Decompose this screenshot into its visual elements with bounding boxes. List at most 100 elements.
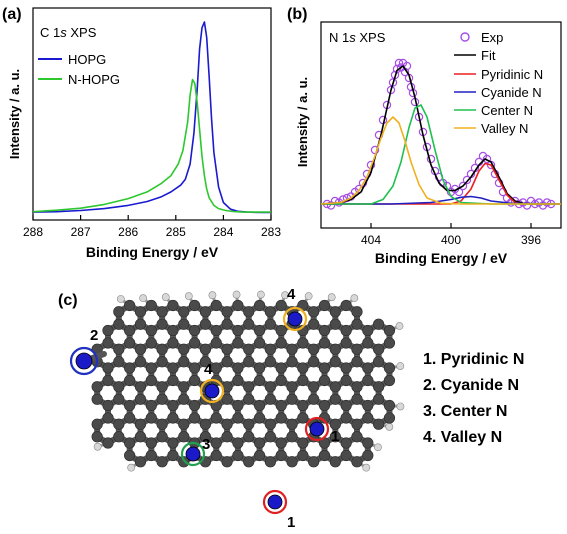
panel-b: (b) 404 400 396 N 1s XPS Exp Fit Pyridinic… xyxy=(287,6,562,266)
carbon-atom xyxy=(264,418,276,430)
carbon-atom xyxy=(297,374,309,387)
site-1-bottom-number: 1 xyxy=(287,514,295,531)
carbon-atom xyxy=(383,412,396,424)
carbon-atom xyxy=(275,437,287,449)
molecule-carbons xyxy=(91,299,396,468)
carbon-atom xyxy=(362,324,374,337)
panel-b-x-tick-label: 404 xyxy=(361,233,381,247)
carbon-atom xyxy=(373,356,385,368)
hydrogen-atom xyxy=(127,463,136,472)
carbon-atom xyxy=(178,356,190,368)
carbon-atom xyxy=(178,318,190,330)
carbon-atom xyxy=(134,393,147,405)
carbon-atom xyxy=(264,456,276,468)
carbon-atom xyxy=(286,456,298,468)
carbon-atom xyxy=(221,393,233,405)
carbon-atom xyxy=(264,431,276,443)
carbon-atom xyxy=(124,412,136,424)
carbon-atom xyxy=(102,337,114,349)
carbon-atom xyxy=(113,381,125,393)
panel-a-xlabel: Binding Energy / eV xyxy=(86,244,219,260)
molecule-legend-2: 2. Cyanide N xyxy=(423,377,519,394)
carbon-atom xyxy=(318,324,331,337)
carbon-atom xyxy=(221,318,233,330)
carbon-atom xyxy=(373,343,385,355)
carbon-atom xyxy=(243,381,255,393)
panel-b-series-exp-point xyxy=(542,198,552,207)
carbon-atom xyxy=(156,456,168,468)
carbon-atom xyxy=(286,343,298,355)
carbon-atom xyxy=(156,356,168,368)
panel-a: (a) 288 287 286 285 284 283 C 1s XPS HOPG N-H… xyxy=(2,6,281,260)
carbon-atom xyxy=(91,381,103,393)
carbon-atom xyxy=(232,437,244,449)
legend-center-label: Center N xyxy=(481,103,533,118)
site-4-top-number: 4 xyxy=(287,286,296,303)
hydrogen-atom xyxy=(232,290,241,299)
carbon-atom xyxy=(275,324,287,337)
carbon-atom xyxy=(145,324,157,337)
carbon-atom xyxy=(232,399,244,412)
carbon-atom xyxy=(210,412,222,424)
carbon-atom xyxy=(318,362,331,374)
carbon-atom xyxy=(189,337,201,349)
carbon-atom xyxy=(297,449,309,462)
carbon-atom xyxy=(145,374,157,387)
legend-valley-label: Valley N xyxy=(481,121,528,136)
legend-exp-marker xyxy=(460,32,470,42)
carbon-atom xyxy=(340,437,352,449)
panel-a-series-n-hopg-line xyxy=(32,78,271,213)
carbon-atom xyxy=(91,393,103,405)
legend-fit-label: Fit xyxy=(481,48,496,63)
panel-a-series xyxy=(32,21,271,214)
carbon-atom xyxy=(340,324,352,337)
legend-nhopg-label: N-HOPG xyxy=(68,72,120,87)
carbon-atom xyxy=(134,431,147,443)
panel-a-label: (a) xyxy=(2,6,22,23)
carbon-atom xyxy=(124,399,136,412)
carbon-atom xyxy=(243,356,255,368)
carbon-atom xyxy=(362,337,374,349)
carbon-atom xyxy=(297,412,309,424)
carbon-atom xyxy=(286,393,298,405)
hydrogen-atom xyxy=(139,294,148,303)
carbon-atom xyxy=(383,337,396,349)
panel-a-title: C 1s XPS xyxy=(40,25,97,40)
carbon-atom xyxy=(134,343,147,355)
carbon-atom xyxy=(134,418,147,430)
carbon-atom xyxy=(253,412,266,424)
carbon-atom xyxy=(145,437,157,449)
carbon-atom xyxy=(113,306,125,318)
carbon-atom xyxy=(221,306,233,318)
carbon-atom xyxy=(113,343,125,355)
panel-b-x-ticks: 404 400 396 xyxy=(361,223,541,247)
carbon-atom xyxy=(383,362,396,374)
site-4-top-ring xyxy=(282,306,308,332)
carbon-atom xyxy=(124,362,136,374)
carbon-atom xyxy=(318,337,331,349)
carbon-atom xyxy=(253,362,266,374)
carbon-atom xyxy=(373,418,385,430)
carbon-atom xyxy=(351,381,363,393)
panel-a-legend: HOPG N-HOPG xyxy=(38,52,120,87)
carbon-atom xyxy=(308,381,320,393)
carbon-atom xyxy=(124,374,136,387)
panel-a-x-tick-label: 285 xyxy=(166,225,186,239)
carbon-atom xyxy=(373,381,385,393)
carbon-atom xyxy=(275,412,287,424)
panel-b-series-valley-n-line xyxy=(320,116,561,205)
carbon-atom xyxy=(134,381,147,393)
carbon-atom xyxy=(167,399,179,412)
hydrogen-atom xyxy=(281,291,289,300)
carbon-atom xyxy=(113,318,125,330)
carbon-atom xyxy=(362,399,374,412)
site-1-right-number: 1 xyxy=(331,428,339,445)
carbon-atom xyxy=(308,343,320,355)
carbon-atom xyxy=(329,318,341,330)
carbon-atom xyxy=(232,449,244,462)
carbon-atom xyxy=(297,337,309,349)
carbon-atom xyxy=(113,431,125,443)
carbon-atom xyxy=(199,318,212,330)
carbon-atom xyxy=(232,362,244,374)
